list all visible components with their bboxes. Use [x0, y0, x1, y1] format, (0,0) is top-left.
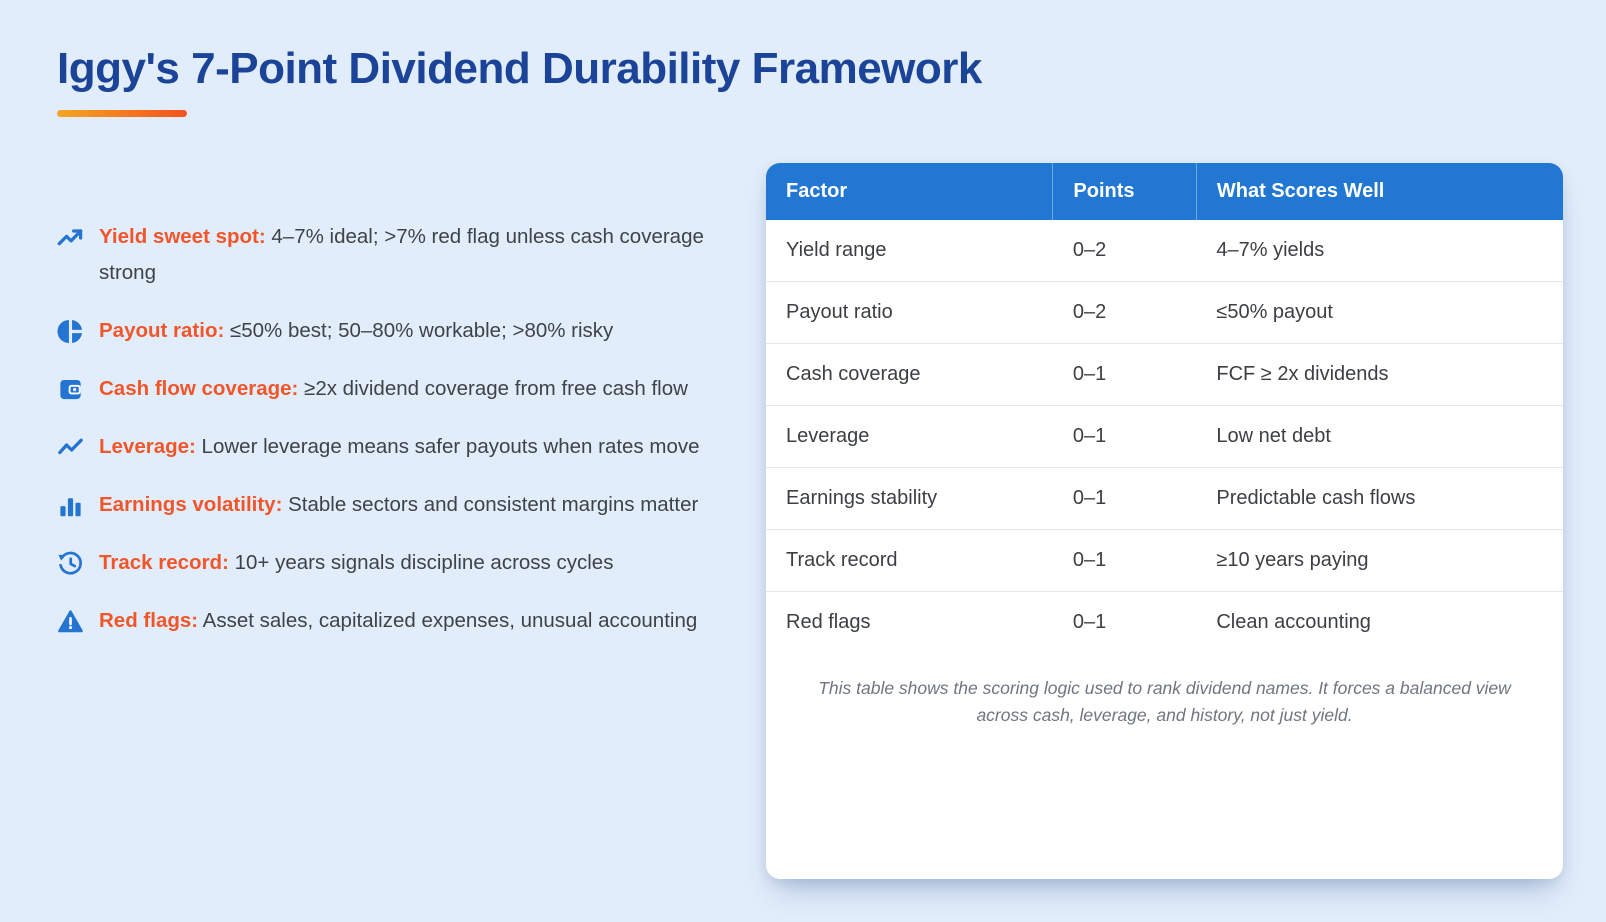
cell-scores: 4–7% yields — [1196, 220, 1563, 282]
scoring-table-card: Factor Points What Scores Well Yield ran… — [766, 163, 1563, 879]
list-item-desc: ≥2x dividend coverage from free cash flo… — [298, 377, 688, 400]
list-item-payout-ratio: Payout ratio: ≤50% best; 50–80% workable… — [57, 313, 736, 349]
cell-points: 0–2 — [1052, 220, 1197, 282]
cell-scores: ≤50% payout — [1196, 281, 1563, 344]
list-item-text: Payout ratio: ≤50% best; 50–80% workable… — [99, 313, 613, 349]
table-row: Track record 0–1 ≥10 years paying — [766, 529, 1563, 592]
list-item-text: Yield sweet spot: 4–7% ideal; >7% red fl… — [99, 219, 736, 291]
list-item-track-record: Track record: 10+ years signals discipli… — [57, 545, 736, 581]
column-header-factor: Factor — [766, 163, 1053, 220]
column-header-points: Points — [1052, 163, 1197, 220]
list-item-text: Track record: 10+ years signals discipli… — [99, 545, 613, 581]
list-item-label: Red flags: — [99, 609, 199, 632]
list-item-desc: 4–7% ideal; >7% red flag unless cash cov… — [99, 225, 704, 284]
content-row: Yield sweet spot: 4–7% ideal; >7% red fl… — [57, 163, 1563, 879]
list-item-desc: 10+ years signals discipline across cycl… — [228, 551, 614, 574]
table-header-row: Factor Points What Scores Well — [766, 163, 1563, 220]
history-clock-icon — [57, 550, 84, 577]
column-header-what-scores-well: What Scores Well — [1195, 163, 1563, 220]
cell-points: 0–1 — [1052, 405, 1197, 468]
cell-scores: Clean accounting — [1216, 611, 1371, 633]
list-item-desc: Lower leverage means safer payouts when … — [195, 435, 700, 458]
scoring-table: Factor Points What Scores Well Yield ran… — [766, 163, 1563, 653]
list-item-label: Leverage: — [99, 435, 196, 458]
cell-scores: FCF ≥ 2x dividends — [1196, 343, 1563, 406]
list-item-text: Red flags: Asset sales, capitalized expe… — [99, 603, 697, 639]
list-item-desc: ≤50% best; 50–80% workable; >80% risky — [224, 319, 614, 342]
cell-factor: Red flags — [786, 611, 871, 633]
table-row: Red flags 0–1 Clean accounting — [766, 592, 1563, 654]
cell-factor: Yield range — [766, 220, 1053, 282]
line-chart-icon — [57, 434, 84, 461]
table-caption: This table shows the scoring logic used … — [818, 678, 1511, 725]
table-row: Cash coverage 0–1 FCF ≥ 2x dividends — [766, 343, 1563, 406]
list-item-text: Earnings volatility: Stable sectors and … — [99, 487, 698, 523]
cell-points: 0–1 — [1052, 467, 1197, 530]
list-item-text: Leverage: Lower leverage means safer pay… — [99, 429, 700, 465]
cell-scores: Predictable cash flows — [1196, 467, 1563, 530]
cell-factor: Earnings stability — [766, 467, 1053, 530]
trending-up-icon — [57, 224, 84, 251]
framework-list: Yield sweet spot: 4–7% ideal; >7% red fl… — [57, 163, 766, 661]
list-item-cash-flow-coverage: Cash flow coverage: ≥2x dividend coverag… — [57, 371, 736, 407]
cell-scores: Low net debt — [1196, 405, 1563, 468]
list-item-label: Yield sweet spot: — [99, 225, 266, 248]
list-item-red-flags: Red flags: Asset sales, capitalized expe… — [57, 603, 736, 639]
table-row: Payout ratio 0–2 ≤50% payout — [766, 281, 1563, 344]
table-row: Leverage 0–1 Low net debt — [766, 405, 1563, 468]
cell-points: 0–1 — [1072, 611, 1107, 633]
list-item-label: Payout ratio: — [99, 319, 225, 342]
cell-factor: Payout ratio — [766, 281, 1053, 344]
cell-factor: Leverage — [766, 405, 1053, 468]
cell-points: 0–2 — [1052, 281, 1197, 344]
bar-chart-icon — [57, 492, 84, 519]
list-item-leverage: Leverage: Lower leverage means safer pay… — [57, 429, 736, 465]
list-item-label: Cash flow coverage: — [99, 377, 299, 400]
wallet-icon — [57, 376, 84, 403]
list-item-yield-sweet-spot: Yield sweet spot: 4–7% ideal; >7% red fl… — [57, 219, 736, 291]
list-item-earnings-volatility: Earnings volatility: Stable sectors and … — [57, 487, 736, 523]
title-accent-underline — [57, 110, 187, 117]
cell-factor: Track record — [766, 529, 1053, 592]
cell-points: 0–1 — [1052, 529, 1197, 592]
list-item-desc: Stable sectors and consistent margins ma… — [282, 493, 699, 516]
list-item-text: Cash flow coverage: ≥2x dividend coverag… — [99, 371, 688, 407]
page-title: Iggy's 7-Point Dividend Durability Frame… — [57, 44, 982, 93]
table-row: Yield range 0–2 4–7% yields — [766, 220, 1563, 282]
list-item-label: Track record: — [99, 551, 229, 574]
warning-triangle-icon — [57, 608, 84, 635]
pie-chart-icon — [57, 318, 84, 345]
table-row: Earnings stability 0–1 Predictable cash … — [766, 467, 1563, 530]
cell-points: 0–1 — [1052, 343, 1197, 406]
cell-factor: Cash coverage — [766, 343, 1053, 406]
cell-scores: ≥10 years paying — [1196, 529, 1563, 592]
list-item-desc: Asset sales, capitalized expenses, unusu… — [198, 609, 698, 632]
list-item-label: Earnings volatility: — [99, 493, 283, 516]
